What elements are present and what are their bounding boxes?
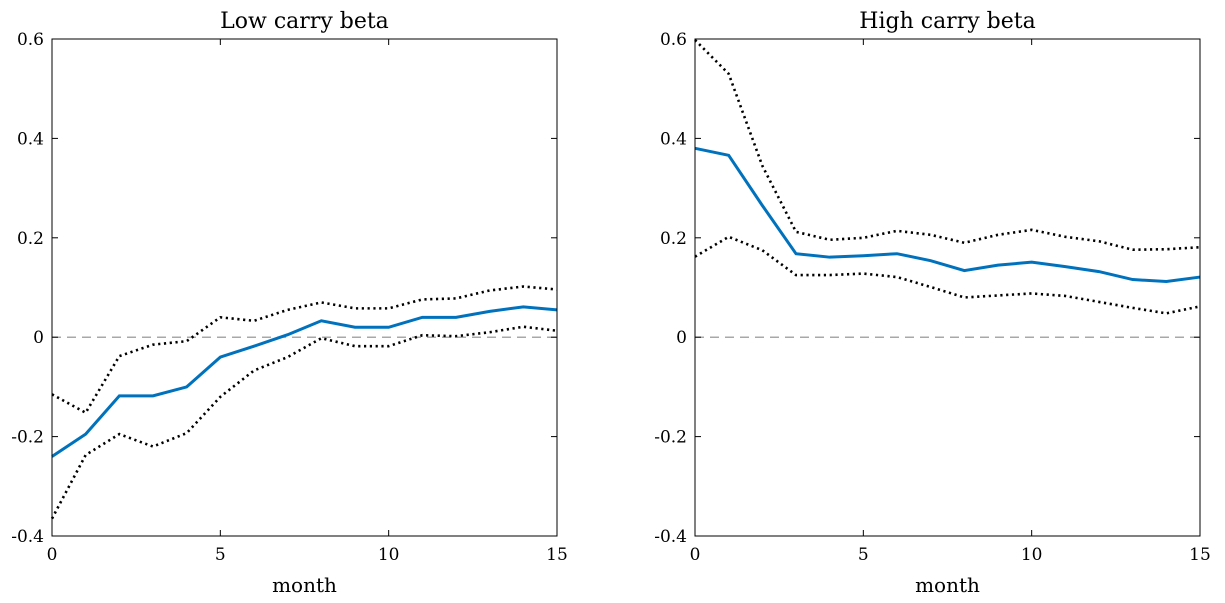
- x-tick-label: 5: [858, 545, 869, 565]
- chart-title: High carry beta: [859, 9, 1035, 34]
- x-tick-label: 10: [1021, 545, 1043, 565]
- upper-bound-line: [51, 285, 558, 415]
- lower-bound-line: [50, 325, 558, 520]
- axes-box: [694, 38, 1201, 537]
- y-tick-label: 0.6: [17, 30, 44, 50]
- right-panel: 0 5 10 15 -0.4 -0.2 0 0.2 0.4 0.6 High carry beta m…: [654, 9, 1211, 597]
- lower-bound-line: [694, 235, 1201, 315]
- axes-box: [51, 38, 558, 537]
- y-tick-label: 0: [676, 328, 687, 348]
- y-tick-label: -0.2: [11, 428, 44, 448]
- y-tick-label: 0.6: [660, 30, 687, 50]
- y-tick-label: 0.2: [17, 229, 44, 249]
- chart-title: Low carry beta: [220, 9, 389, 34]
- y-tick-label: -0.4: [654, 527, 687, 547]
- x-tick-label: 0: [690, 545, 701, 565]
- x-axis-label: month: [915, 573, 980, 597]
- x-tick-label: 15: [1189, 545, 1211, 565]
- x-axis-label: month: [272, 573, 337, 597]
- y-tick-label: 0: [33, 328, 44, 348]
- y-tick-label: 0.4: [17, 129, 44, 149]
- y-tick-label: 0.4: [660, 129, 687, 149]
- x-tick-label: 0: [47, 545, 58, 565]
- x-tick-label: 10: [378, 545, 400, 565]
- left-panel: 0 5 10 15 -0.4 -0.2 0 0.2 0.4 0.6 Low carry beta mo…: [11, 9, 568, 597]
- y-tick-label: -0.2: [654, 428, 687, 448]
- upper-bound-line: [694, 39, 1201, 252]
- y-tick-label: 0.2: [660, 229, 687, 249]
- estimate-line: [51, 305, 558, 458]
- estimate-line: [694, 146, 1201, 284]
- y-tick-label: -0.4: [11, 527, 44, 547]
- x-tick-label: 15: [546, 545, 568, 565]
- x-tick-label: 5: [215, 545, 226, 565]
